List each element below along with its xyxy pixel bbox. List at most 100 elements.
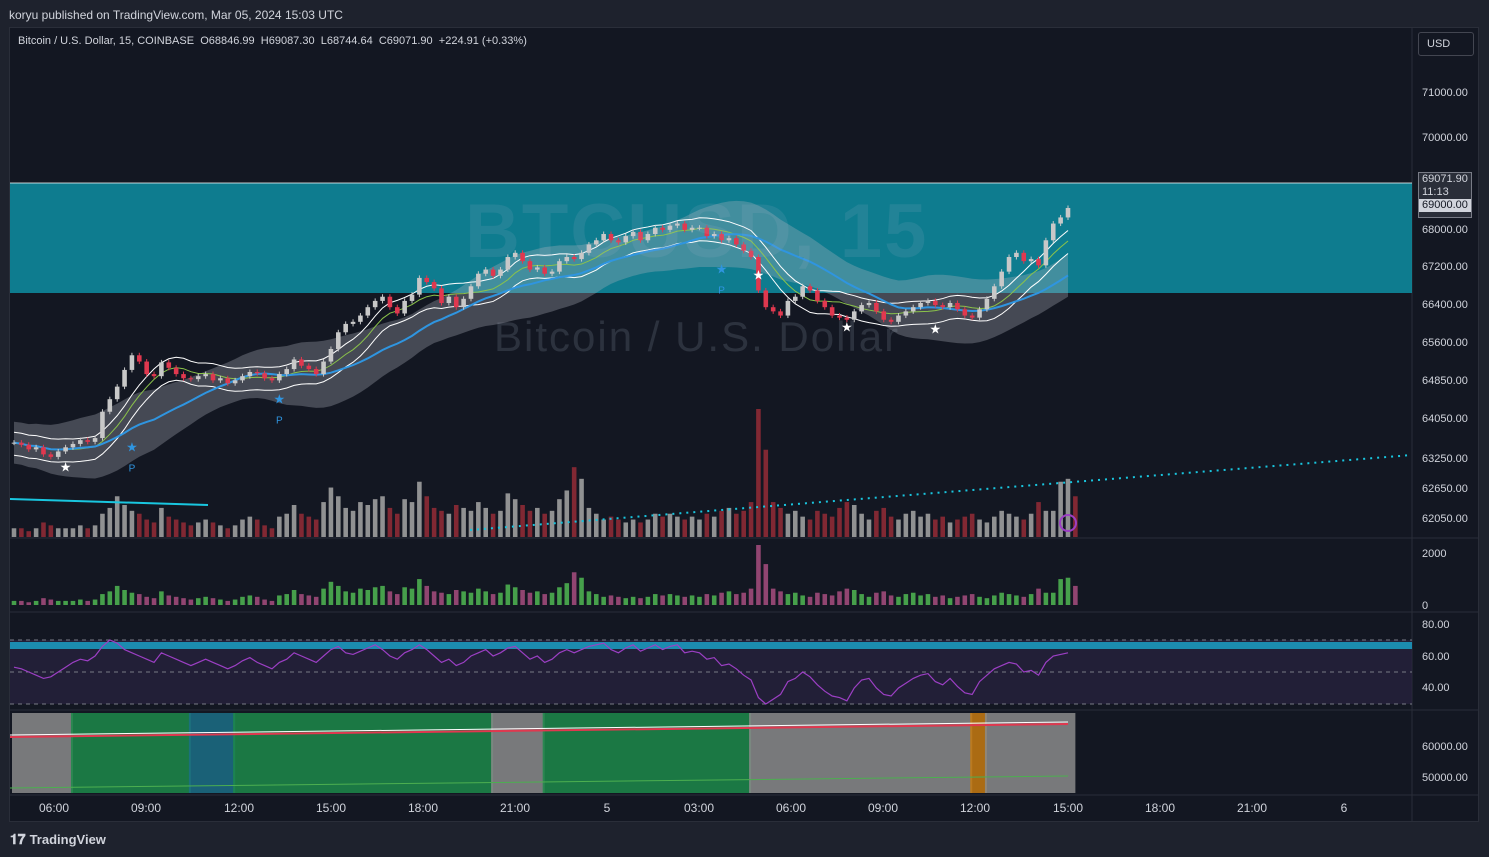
volume-bar: [593, 513, 599, 537]
volume-bar: [1050, 510, 1056, 537]
volume-bar: [601, 519, 606, 537]
volume-bar: [387, 507, 393, 537]
candle-body: [328, 349, 334, 362]
candle-body: [26, 444, 32, 450]
candle-body: [903, 311, 909, 316]
candle-body: [535, 267, 540, 270]
volume-oscillator-bar: [933, 596, 938, 605]
upper-band: [13, 217, 1069, 440]
volume-oscillator-bar: [1028, 594, 1034, 605]
candle-body: [947, 303, 953, 308]
candle-body: [129, 355, 135, 370]
volume-oscillator-bar: [925, 594, 931, 605]
volume-bar: [608, 516, 614, 537]
currency-selector[interactable]: USD: [1418, 32, 1474, 56]
volume-oscillator-bar: [159, 591, 164, 605]
candle-body: [793, 296, 798, 301]
candle-body: [711, 234, 717, 237]
volume-bar: [343, 507, 348, 537]
volume-bar: [785, 513, 791, 537]
volume-bar: [137, 513, 142, 537]
volume-oscillator-bar: [461, 591, 466, 605]
regime-block: [970, 713, 987, 793]
volume-oscillator-bar: [247, 595, 253, 605]
volume-oscillator-bar: [225, 600, 231, 605]
volume-bar: [284, 513, 289, 537]
candle-body: [955, 303, 960, 310]
volume-oscillator-bar: [851, 590, 857, 605]
bar-countdown: 11:13: [1422, 186, 1449, 198]
volume-oscillator-bar: [232, 599, 238, 605]
volume-bar: [41, 522, 46, 537]
volume-bar: [498, 510, 503, 537]
candle-body: [424, 277, 430, 283]
volume-bar: [571, 467, 577, 537]
candle-body: [520, 252, 525, 262]
candle-body: [11, 442, 17, 444]
volume-bar: [483, 507, 489, 537]
white-star-icon: ★: [60, 460, 72, 475]
volume-oscillator-bar: [837, 591, 842, 605]
candle-body: [476, 273, 481, 287]
volume-bar: [328, 487, 334, 537]
volume-bar: [793, 510, 798, 537]
candle-body: [549, 271, 555, 274]
candle-body: [512, 252, 518, 257]
volume-oscillator-bar: [151, 598, 157, 605]
volume-oscillator-bar: [719, 592, 724, 605]
volume-oscillator-bar: [903, 594, 909, 605]
candle-body: [144, 361, 149, 375]
volume-oscillator-bar: [55, 600, 61, 605]
candle-body: [372, 300, 378, 308]
price-tick: 62050.00: [1422, 513, 1468, 525]
volume-oscillator-bar: [1006, 594, 1012, 605]
volume-oscillator-bar: [48, 599, 54, 605]
buy-star-icon: ★: [716, 262, 728, 277]
watermark-ticker: BTCUSD, 15: [465, 189, 929, 274]
candle-body: [114, 386, 120, 400]
tradingview-logo[interactable]: 𝟏𝟕 TradingView: [10, 831, 106, 848]
volume-bar: [822, 513, 828, 537]
candle-body: [1021, 252, 1027, 262]
volume-bar: [306, 516, 312, 537]
candle-body: [387, 296, 393, 308]
price-tick: 67200.00: [1422, 261, 1468, 273]
volume-oscillator-bar: [505, 584, 511, 605]
volume-oscillator-bar: [984, 598, 990, 605]
volume-oscillator-bar: [476, 588, 481, 605]
volume-oscillator-bar: [992, 595, 997, 605]
volume-oscillator-bar: [1036, 588, 1041, 605]
volume-oscillator-bar: [1021, 596, 1027, 605]
candle-body: [608, 234, 614, 241]
candle-body: [770, 307, 776, 312]
candle-body: [446, 296, 452, 303]
volume-oscillator-bar: [542, 594, 547, 605]
legend-change: +224.91 (+0.33%): [438, 35, 527, 47]
candle-body: [918, 303, 923, 308]
volume-bar: [19, 528, 24, 537]
volume-oscillator-bar: [277, 595, 282, 605]
volume-oscillator-bar: [490, 594, 496, 605]
legend-symbol: Bitcoin / U.S. Dollar, 15, COINBASE: [18, 35, 195, 47]
price-tick: 68000.00: [1422, 224, 1468, 236]
volume-oscillator-bar: [778, 591, 783, 605]
volume-oscillator-bar: [660, 595, 665, 605]
candle-body: [1014, 252, 1019, 257]
candle-body: [19, 442, 24, 445]
volume-oscillator-bar: [571, 572, 577, 605]
rsi-tick: 40.00: [1422, 682, 1450, 694]
white-star-icon: ★: [753, 267, 765, 282]
buy-star-icon: ★: [126, 439, 138, 454]
candle-body: [254, 372, 260, 374]
volume-oscillator-bar: [756, 545, 761, 605]
volume-bar: [734, 513, 739, 537]
volume-oscillator-bar: [844, 588, 850, 605]
volume-oscillator-bar: [955, 596, 960, 605]
candle-body: [682, 223, 688, 230]
candle-body: [557, 261, 562, 272]
volume-oscillator-bar: [800, 595, 805, 605]
volume-bar: [918, 516, 923, 537]
price-level: 69000.00: [1419, 199, 1471, 212]
volume-bar: [291, 505, 297, 537]
